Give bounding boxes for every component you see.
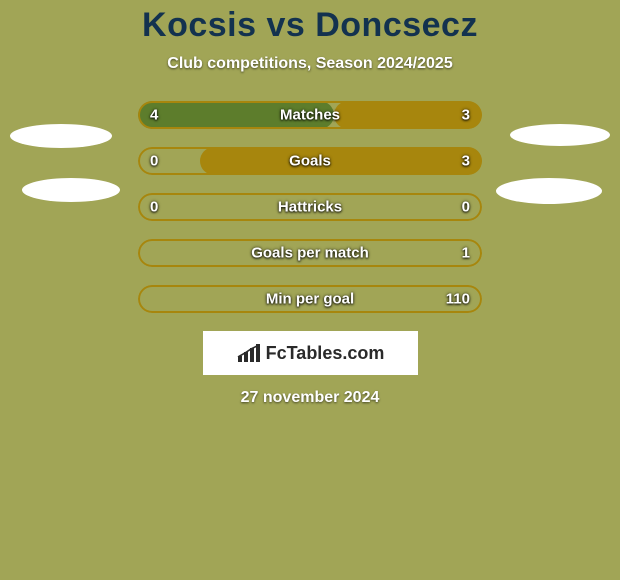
left-value: 0	[150, 153, 158, 170]
row-label: Hattricks	[278, 199, 342, 216]
comparison-infographic: Kocsis vs Doncsecz Club competitions, Se…	[0, 0, 620, 580]
stat-row-goals: 0 3 Goals	[138, 147, 482, 175]
row-label: Goals per match	[251, 245, 369, 262]
left-player-ellipse	[10, 124, 112, 148]
right-value: 1	[462, 245, 470, 262]
right-fill	[334, 101, 482, 129]
page-title: Kocsis vs Doncsecz	[0, 0, 620, 45]
brand-text: FcTables.com	[266, 343, 385, 364]
row-label: Goals	[289, 153, 331, 170]
stat-row-matches: 4 3 Matches	[138, 101, 482, 129]
left-value: 0	[150, 199, 158, 216]
row-label: Min per goal	[266, 291, 354, 308]
date-text: 27 november 2024	[0, 389, 620, 407]
left-player-ellipse	[22, 178, 120, 202]
stat-row-hattricks: 0 0 Hattricks	[138, 193, 482, 221]
bars-icon	[236, 342, 262, 364]
right-player-ellipse	[496, 178, 602, 204]
row-label: Matches	[280, 107, 340, 124]
right-value: 110	[446, 291, 470, 308]
stat-row-min-per-goal: 110 Min per goal	[138, 285, 482, 313]
subtitle: Club competitions, Season 2024/2025	[0, 55, 620, 73]
right-fill	[200, 147, 482, 175]
stat-row-goals-per-match: 1 Goals per match	[138, 239, 482, 267]
left-value: 4	[150, 107, 158, 124]
right-value: 3	[462, 153, 470, 170]
right-value: 3	[462, 107, 470, 124]
right-value: 0	[462, 199, 470, 216]
brand-box: FcTables.com	[203, 331, 418, 375]
right-player-ellipse	[510, 124, 610, 146]
